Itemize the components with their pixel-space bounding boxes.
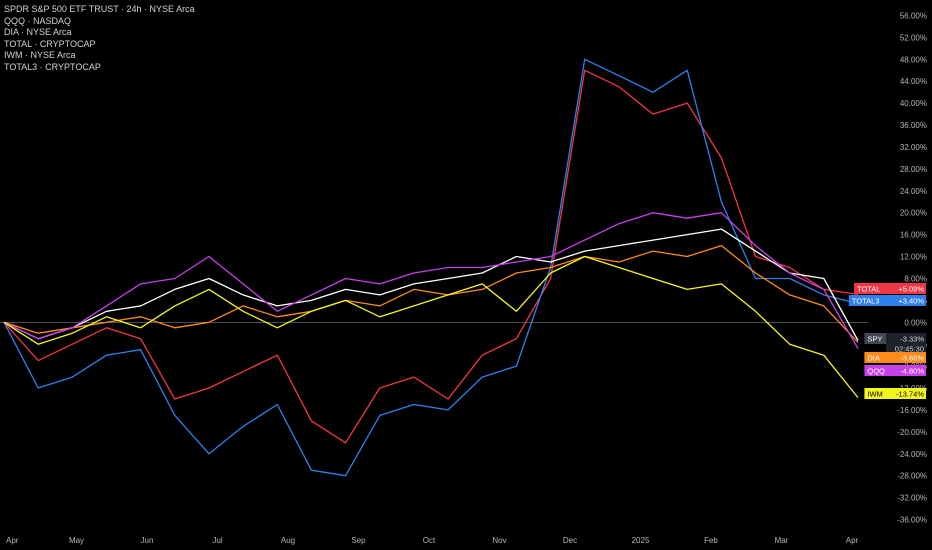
badge-value: +3.40% [898,297,924,306]
badge-name: QQQ [867,367,885,376]
legend-item-qqq: QQQ · NASDAQ [4,15,72,26]
series-line-iwm [3,255,859,399]
value-badge-total: TOTAL +5.09% [854,283,926,294]
x-tick-label: Apr [846,536,859,545]
badge-value-bg [886,295,926,306]
y-tick-label: 48.00% [900,55,927,64]
badge-name: TOTAL [857,285,880,294]
badge-name-bg [848,295,886,306]
y-tick-label: 32.00% [900,143,927,152]
x-tick-label: Dec [563,536,577,545]
x-tick-label: May [69,536,84,545]
series-line-dia [3,244,859,343]
y-tick-label: 8.00% [904,274,927,283]
badge-value: +5.09% [898,285,924,294]
badge-name: DIA [867,354,880,363]
x-tick-label: Jun [141,536,154,545]
y-tick-label: -20.00% [897,428,927,437]
legend-title: SPDR S&P 500 ETF TRUST · 24h · NYSE Arca [4,4,195,14]
x-tick-label: 2025 [632,536,650,545]
badge-name-bg [864,365,886,376]
badge-countdown-bg [886,344,926,354]
y-tick-label: 28.00% [900,165,927,174]
y-tick-label: -24.00% [897,450,927,459]
badge-name: SPY [867,335,882,344]
value-badge-dia: DIA -3.68% [864,352,926,363]
badge-value: -3.33% [900,335,924,344]
y-tick-label: -32.00% [897,494,927,503]
value-badge-spy: SPY -3.33%02:45:30 [864,333,926,354]
badge-value-bg [886,365,926,376]
y-tick-label: 36.00% [900,121,927,130]
legend-item-dia: DIA · NYSE Arca [4,27,72,37]
y-tick-label: 16.00% [900,231,927,240]
badge-value-bg [886,352,926,363]
y-tick-label: 40.00% [900,99,927,108]
legend-item-total3: TOTAL3 · CRYPTOCAP [4,61,101,72]
y-tick-label: -16.00% [897,406,927,415]
x-tick-label: Oct [423,536,436,545]
y-tick-label: 52.00% [900,33,927,42]
value-badge-total3: TOTAL3 +3.40% [848,295,926,306]
y-tick-label: 12.00% [900,253,927,262]
value-badge-qqq: QQQ -4.80% [864,365,926,376]
series-line-qqq [3,212,859,349]
badge-value: -4.80% [900,367,924,376]
x-tick-label: Mar [775,536,789,545]
x-tick-label: Sep [351,536,366,545]
badge-name-bg [864,352,886,363]
badge-value: -3.68% [900,354,924,363]
legend-item-iwm: IWM · NYSE Arca [4,50,76,60]
value-badge-iwm: IWM -13.74% [864,388,926,399]
badge-name: IWM [867,390,882,399]
x-tick-label: Feb [704,536,718,545]
series-line-total3 [3,58,859,477]
y-tick-label: 0.00% [904,318,927,327]
y-tick-label: -28.00% [897,472,927,481]
badge-name-bg [864,388,886,399]
x-tick-label: Apr [6,536,19,545]
y-tick-label: 56.00% [900,11,927,20]
chart-legend: SPDR S&P 500 ETF TRUST · 24h · NYSE Arca… [4,4,195,73]
badge-value-bg [886,333,926,344]
y-tick-label: 44.00% [900,77,927,86]
badge-value-bg [886,283,926,294]
badge-name-bg [864,333,886,344]
series-line-total [3,69,859,444]
legend-item-total: TOTAL · CRYPTOCAP [4,38,96,49]
x-tick-label: Aug [281,536,295,545]
badge-value-bg [886,388,926,399]
y-tick-label: 20.00% [900,209,927,218]
y-tick-label: 24.00% [900,187,927,196]
badge-name-bg [854,283,886,294]
badge-value: -13.74% [896,390,924,399]
badge-name: TOTAL3 [852,297,880,306]
series-line-spy [3,228,859,341]
x-tick-label: Nov [492,536,506,545]
badge-countdown: 02:45:30 [895,345,924,354]
x-tick-label: Jul [212,536,222,545]
y-tick-label: -36.00% [897,516,927,525]
